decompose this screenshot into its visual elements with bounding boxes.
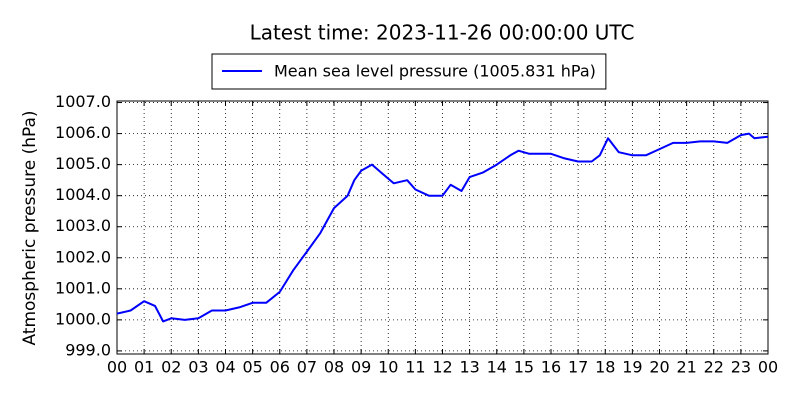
x-tick-label: 14 xyxy=(487,358,507,377)
x-tick-label: 17 xyxy=(568,358,588,377)
x-tick-label: 15 xyxy=(514,358,534,377)
legend-box xyxy=(211,53,607,90)
chart-title: Latest time: 2023-11-26 00:00:00 UTC xyxy=(250,21,635,45)
x-tick-label: 13 xyxy=(459,358,479,377)
x-tick-label: 12 xyxy=(432,358,452,377)
x-tick-label: 09 xyxy=(351,358,371,377)
y-tick-label: 1005.0 xyxy=(55,154,111,173)
y-tick-label: 999.0 xyxy=(65,340,111,359)
x-tick-label: 07 xyxy=(297,358,317,377)
legend-label: Mean sea level pressure (1005.831 hPa) xyxy=(274,62,596,81)
x-tick-label: 22 xyxy=(704,358,724,377)
y-tick-label: 1007.0 xyxy=(55,92,111,111)
x-tick-label: 23 xyxy=(731,358,751,377)
data-line xyxy=(116,132,769,323)
x-tick-label: 01 xyxy=(134,358,154,377)
x-tick-label: 19 xyxy=(622,358,642,377)
y-tick-label: 1006.0 xyxy=(55,123,111,142)
x-tick-label: 06 xyxy=(270,358,290,377)
x-tick-label: 21 xyxy=(676,358,696,377)
x-tick-label: 00 xyxy=(107,358,127,377)
plot-frame xyxy=(116,100,769,355)
x-tick-label: 02 xyxy=(161,358,181,377)
y-tick-label: 1004.0 xyxy=(55,185,111,204)
x-tick-label: 11 xyxy=(405,358,425,377)
x-tick-label: 10 xyxy=(378,358,398,377)
y-tick-label: 1003.0 xyxy=(55,216,111,235)
y-tick-label: 1000.0 xyxy=(55,309,111,328)
y-axis-label: Atmospheric pressure (hPa) xyxy=(20,110,40,345)
x-tick-label: 03 xyxy=(188,358,208,377)
y-tick-label: 1001.0 xyxy=(55,278,111,297)
x-tick-label: 00 xyxy=(758,358,778,377)
x-tick-label: 05 xyxy=(242,358,262,377)
y-tick-label: 1002.0 xyxy=(55,247,111,266)
x-tick-label: 20 xyxy=(649,358,669,377)
x-tick-label: 08 xyxy=(324,358,344,377)
x-tick-label: 16 xyxy=(541,358,561,377)
x-tick-label: 18 xyxy=(595,358,615,377)
x-tick-label: 04 xyxy=(215,358,235,377)
